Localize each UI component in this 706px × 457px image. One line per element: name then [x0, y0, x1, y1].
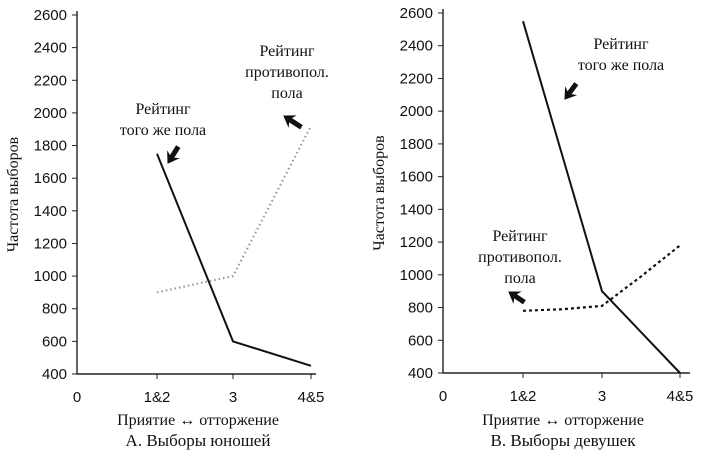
- y-tick-label: 800: [408, 300, 433, 317]
- y-tick-label: 1800: [400, 136, 433, 153]
- y-axis-label: Частота выборов: [371, 135, 388, 251]
- x-tick-label: 0: [439, 388, 447, 405]
- y-tick-label: 400: [408, 365, 433, 382]
- y-tick-label: 1400: [400, 201, 433, 218]
- chart-title: В. Выборы девушек: [491, 431, 637, 450]
- series-annotation-label: Рейтинг: [259, 43, 314, 60]
- x-tick-label: 4&5: [298, 389, 325, 406]
- chart-panel-b: 400 600 800 1000 1200 1400 1600 1800 2000 2200 240…: [371, 5, 693, 450]
- series-line-opposite-sex: [156, 125, 312, 294]
- y-axis-label: Частота выборов: [5, 136, 22, 252]
- y-tick-label: 400: [42, 366, 67, 383]
- series-annotation-label: пола: [271, 85, 302, 102]
- y-tick-label: 1600: [34, 170, 67, 187]
- series-annotation-label: того же пола: [120, 122, 206, 139]
- series-line-same-sex: [156, 153, 312, 367]
- x-tick-label: 3: [598, 388, 606, 405]
- annotation-arrow-icon: [508, 291, 526, 305]
- x-axis-label: Приятие ↔ отторжение: [117, 412, 279, 429]
- annotation-arrow-icon: [564, 82, 579, 100]
- y-tick-label: 2200: [34, 72, 67, 89]
- x-tick-label: 3: [229, 389, 237, 406]
- series-annotation-label: пола: [504, 270, 535, 287]
- series-line-same-sex: [522, 20, 681, 374]
- series-annotation-label: противопол.: [478, 249, 562, 266]
- y-tick-label: 600: [408, 332, 433, 349]
- x-axis-label: Приятие ↔ отторжение: [482, 412, 644, 429]
- y-tick-label: 600: [42, 333, 67, 350]
- y-tick-label: 2600: [400, 5, 433, 22]
- series-line-opposite-sex: [522, 244, 681, 312]
- x-tick-label: 0: [73, 389, 81, 406]
- y-tick-label: 1400: [34, 203, 67, 220]
- annotation-arrow-icon: [283, 115, 303, 130]
- y-tick-label: 1000: [400, 267, 433, 284]
- chart-title: А. Выборы юношей: [126, 431, 271, 450]
- x-tick-label: 1&2: [510, 388, 537, 405]
- series-annotation-label: противопол.: [245, 64, 329, 81]
- series-annotation-label: Рейтинг: [135, 101, 190, 118]
- y-tick-label: 2000: [400, 103, 433, 120]
- series-annotation-label: Рейтинг: [492, 228, 547, 245]
- x-tick-label: 1&2: [144, 389, 171, 406]
- y-tick-label: 1600: [400, 169, 433, 186]
- y-tick-label: 2400: [400, 38, 433, 55]
- chart-panel-a: 400 600 800 1000 1200 1400 1600 1800 2000 2200 240…: [5, 7, 329, 450]
- x-tick-label: 4&5: [667, 388, 694, 405]
- series-annotation-label: Рейтинг: [593, 36, 648, 53]
- y-tick-label: 1000: [34, 268, 67, 285]
- y-tick-label: 800: [42, 301, 67, 318]
- y-tick-label: 2400: [34, 40, 67, 57]
- y-tick-label: 1200: [400, 234, 433, 251]
- annotation-arrow-icon: [167, 145, 181, 164]
- series-annotation-label: того же пола: [578, 57, 664, 74]
- y-tick-label: 1200: [34, 235, 67, 252]
- y-tick-label: 2000: [34, 105, 67, 122]
- y-tick-label: 2200: [400, 70, 433, 87]
- y-tick-label: 1800: [34, 138, 67, 155]
- y-tick-label: 2600: [34, 7, 67, 24]
